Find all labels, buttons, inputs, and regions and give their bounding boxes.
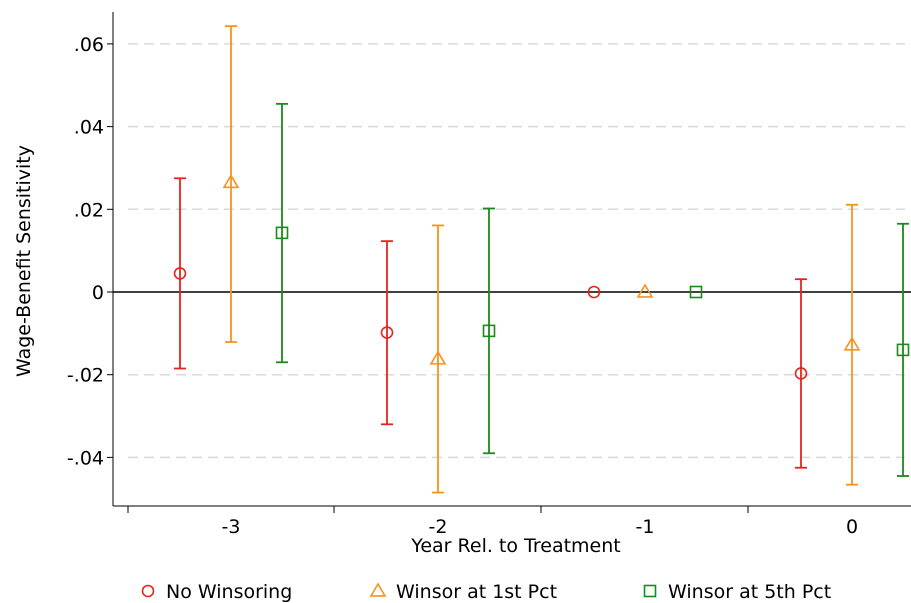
point-marker bbox=[896, 343, 910, 357]
point-marker bbox=[794, 367, 808, 380]
point-marker bbox=[843, 336, 861, 351]
y-tick-label: .04 bbox=[74, 117, 104, 139]
y-tick-label: .02 bbox=[74, 199, 104, 221]
legend-marker bbox=[141, 584, 155, 598]
axes: .06 .04 .02 0 -.02 -.04 -3 -2 -1 0 bbox=[67, 12, 911, 538]
y-tick-label: .06 bbox=[74, 34, 104, 56]
x-tick-label: 0 bbox=[846, 516, 858, 538]
point-marker bbox=[636, 283, 654, 298]
series-winsor-at-1st-pct bbox=[222, 25, 861, 494]
series-marks bbox=[173, 25, 910, 494]
series-winsor-at-5th-pct bbox=[275, 102, 910, 477]
legend-marker bbox=[369, 582, 387, 597]
point-marker bbox=[689, 285, 703, 299]
y-tick-label: -.02 bbox=[67, 365, 104, 387]
y-tick-label: 0 bbox=[92, 282, 104, 304]
x-tick-label: -2 bbox=[429, 516, 448, 538]
gridlines bbox=[113, 43, 911, 459]
legend-marker bbox=[643, 584, 657, 598]
point-marker bbox=[380, 326, 394, 339]
point-marker bbox=[482, 324, 496, 338]
x-tick-label: -1 bbox=[636, 516, 655, 538]
point-marker bbox=[222, 173, 240, 189]
legend-label: Winsor at 1st Pct bbox=[396, 581, 557, 603]
x-tick-label: -3 bbox=[222, 516, 241, 538]
point-marker bbox=[587, 285, 601, 299]
x-axis-title: Year Rel. to Treatment bbox=[410, 535, 620, 557]
legend-label: No Winsoring bbox=[166, 581, 292, 603]
point-marker bbox=[275, 226, 289, 240]
y-axis-title: Wage-Benefit Sensitivity bbox=[13, 145, 35, 377]
y-tick-label: -.04 bbox=[67, 447, 104, 469]
series-no-winsoring bbox=[173, 177, 808, 469]
point-marker bbox=[173, 267, 187, 280]
legend-label: Winsor at 5th Pct bbox=[668, 581, 831, 603]
point-marker bbox=[429, 350, 447, 365]
legend: No Winsoring Winsor at 1st Pct Winsor at 5… bbox=[141, 581, 831, 603]
